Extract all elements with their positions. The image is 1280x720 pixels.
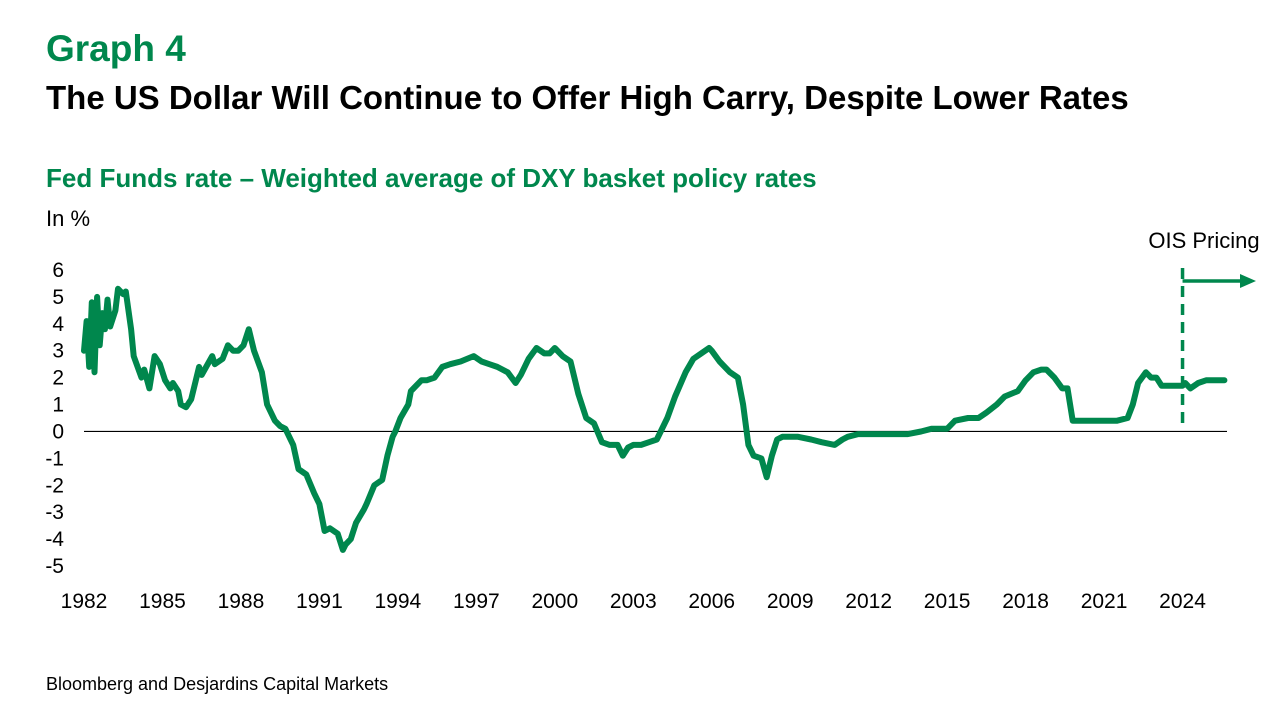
- y-tick-label: 0: [52, 420, 64, 443]
- x-tick-label: 2006: [688, 590, 735, 613]
- x-tick-label: 2024: [1159, 590, 1206, 613]
- x-tick-label: 1997: [453, 590, 500, 613]
- x-tick-label: 1988: [218, 590, 265, 613]
- x-tick-label: 2018: [1002, 590, 1049, 613]
- y-tick-label: 4: [52, 313, 64, 336]
- x-axis: 1982 1985 1988 1991 1994 1997 2000 2003 2006 2009…: [61, 590, 1207, 613]
- x-tick-label: 1994: [375, 590, 422, 613]
- series-line: [81, 285, 1228, 553]
- y-tick-label: 3: [52, 340, 64, 363]
- ois-pricing-label: OIS Pricing: [1148, 228, 1259, 253]
- x-tick-label: 1985: [139, 590, 186, 613]
- x-tick-label: 1991: [296, 590, 343, 613]
- x-tick-label: 2012: [845, 590, 892, 613]
- page-title: The US Dollar Will Continue to Offer Hig…: [46, 79, 1129, 116]
- y-tick-label: 1: [52, 394, 64, 417]
- x-tick-label: 2021: [1081, 590, 1128, 613]
- y-tick-label: 6: [52, 259, 64, 282]
- x-tick-label: 2000: [531, 590, 578, 613]
- graph-number: Graph 4: [46, 28, 186, 69]
- y-tick-label: 2: [52, 367, 64, 390]
- y-tick-label: -4: [45, 528, 64, 551]
- arrow-right-icon: [1240, 274, 1256, 288]
- y-tick-label: -5: [45, 555, 64, 578]
- source-note: Bloomberg and Desjardins Capital Markets: [46, 674, 389, 694]
- x-tick-label: 2015: [924, 590, 971, 613]
- y-axis-unit-label: In %: [46, 206, 91, 231]
- x-tick-label: 1982: [61, 590, 108, 613]
- ois-pricing-annotation: OIS Pricing: [1148, 228, 1260, 430]
- y-tick-label: -1: [45, 447, 64, 470]
- y-tick-label: 5: [52, 286, 64, 309]
- y-tick-label: -2: [45, 474, 64, 497]
- y-tick-label: -3: [45, 501, 64, 524]
- x-tick-label: 2009: [767, 590, 814, 613]
- y-axis: 6 5 4 3 2 1 0 -1 -2 -3 -4 -5: [45, 259, 64, 578]
- chart-subtitle: Fed Funds rate – Weighted average of DXY…: [46, 163, 817, 193]
- x-tick-label: 2003: [610, 590, 657, 613]
